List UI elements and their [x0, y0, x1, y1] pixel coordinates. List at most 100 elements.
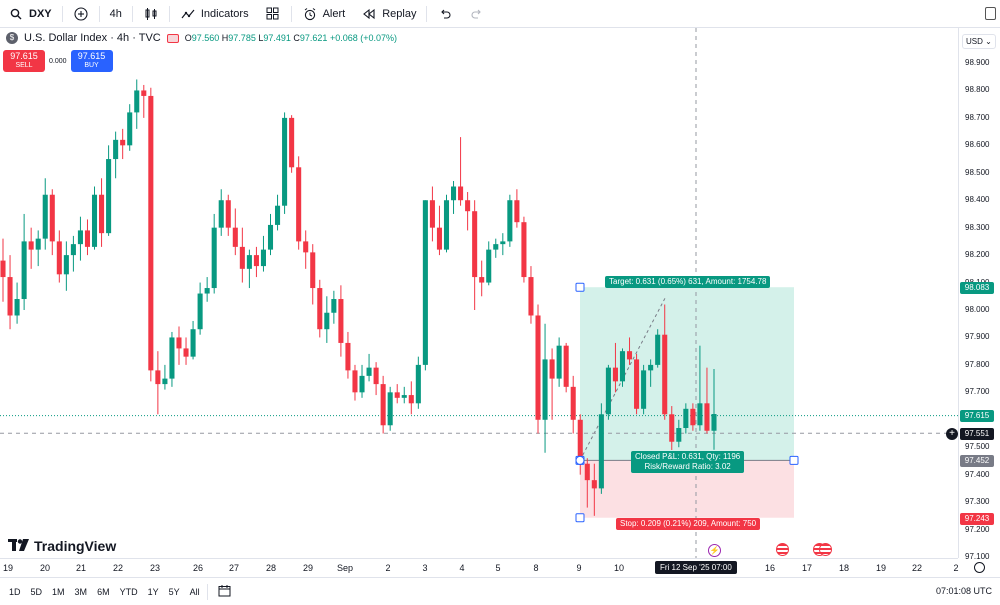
candle-body: [113, 139, 119, 160]
candle-body: [282, 117, 288, 206]
candle-body: [169, 337, 175, 379]
redo-button[interactable]: [461, 0, 493, 28]
range-button[interactable]: 1Y: [147, 586, 159, 597]
chart-type-button[interactable]: [135, 0, 167, 28]
range-button[interactable]: 1M: [52, 586, 65, 597]
price-tick-label: 98.700: [965, 112, 990, 122]
candle-body: [591, 480, 597, 489]
price-tick-label: 97.700: [965, 387, 990, 397]
indicators-button[interactable]: Indicators: [172, 0, 257, 28]
candle-body: [162, 378, 168, 385]
price-tick-label: 98.400: [965, 195, 990, 205]
plus-circle-icon: [73, 6, 89, 22]
candle-body: [232, 227, 238, 247]
lightning-event-icon[interactable]: ⚡: [708, 544, 721, 557]
candlestick-chart[interactable]: [0, 28, 958, 558]
candle-body: [204, 288, 210, 294]
range-button[interactable]: 1D: [9, 586, 21, 597]
candle-body: [690, 408, 696, 426]
price-tick-label: 97.500: [965, 442, 990, 452]
tradingview-logo: TradingView: [8, 538, 116, 554]
price-tick-label: 97.900: [965, 332, 990, 342]
compare-button[interactable]: [65, 0, 97, 28]
risk-reward-label: Risk/Reward Ratio: 3.02: [644, 462, 731, 471]
candle-body: [127, 112, 133, 146]
alert-button[interactable]: Alert: [294, 0, 354, 28]
candle-body: [549, 359, 555, 379]
time-tick-label: 22: [112, 563, 124, 573]
candle-body: [28, 241, 34, 250]
range-button[interactable]: 6M: [97, 586, 110, 597]
buy-label: BUY: [84, 62, 99, 69]
time-tick-label: 19: [875, 563, 887, 573]
candle-body: [479, 277, 485, 283]
candle-body: [436, 227, 442, 250]
drag-handle: [789, 455, 799, 465]
price-tick-label: 98.300: [965, 222, 990, 232]
drag-handle: [575, 282, 585, 292]
candle-body: [0, 260, 6, 278]
candle-body: [704, 403, 710, 431]
buy-button[interactable]: 97.615 BUY: [70, 50, 113, 72]
us-flag-event-icon[interactable]: [819, 543, 832, 556]
redo-icon: [469, 6, 485, 22]
time-tick-label: 29: [302, 563, 314, 573]
time-tick-label: 8: [533, 563, 539, 573]
chart-pane[interactable]: [0, 28, 958, 558]
flag-icon[interactable]: [166, 33, 179, 43]
settings-gear-icon[interactable]: [974, 562, 985, 573]
time-tick-label: 20: [39, 563, 51, 573]
symbol-search-button[interactable]: DXY: [0, 0, 60, 28]
candle-body: [35, 238, 41, 250]
interval-button[interactable]: 4h: [102, 0, 130, 28]
price-tick-label: 98.800: [965, 85, 990, 95]
crosshair-plus-icon[interactable]: +: [946, 428, 958, 440]
candle-body: [380, 384, 386, 426]
replay-button[interactable]: Replay: [353, 0, 424, 28]
price-tick-label: 98.900: [965, 58, 990, 67]
candle-body: [190, 329, 196, 357]
sell-button[interactable]: 97.615 SELL: [3, 50, 45, 72]
price-tick-label: 97.300: [965, 497, 990, 507]
candle-body: [70, 244, 76, 256]
sell-label: SELL: [15, 62, 33, 69]
calendar-icon[interactable]: [218, 584, 231, 599]
range-button[interactable]: YTD: [119, 586, 138, 597]
time-tick-label: 22: [911, 563, 923, 573]
candle-body: [218, 200, 224, 228]
candle-body: [429, 200, 435, 228]
layouts-button[interactable]: [257, 0, 289, 28]
candle-body: [486, 249, 492, 283]
candle-body: [225, 200, 231, 228]
drag-handle: [575, 513, 585, 523]
range-button[interactable]: 3M: [74, 586, 88, 597]
price-tick-label: 97.800: [965, 359, 990, 369]
range-button[interactable]: 5Y: [168, 586, 180, 597]
candle-body: [352, 370, 358, 393]
undo-button[interactable]: [429, 0, 461, 28]
candle-body: [472, 211, 478, 278]
time-tick-label: 10: [613, 563, 625, 573]
candle-body: [521, 222, 527, 278]
range-selector: 1D 5D 1M 3M 6M YTD 1Y 5Y All: [0, 587, 205, 597]
candle-body: [648, 364, 654, 371]
range-button[interactable]: 5D: [30, 586, 43, 597]
candle-body: [408, 395, 414, 404]
divider: [206, 583, 208, 600]
tradingview-logo-icon: [8, 538, 30, 554]
candle-body: [465, 200, 471, 212]
currency-selector[interactable]: USD ⌄: [962, 34, 996, 49]
currency-label: USD: [966, 37, 983, 46]
time-tick-label: 19: [2, 563, 14, 573]
range-button[interactable]: All: [189, 586, 200, 597]
utc-clock[interactable]: 07:01:08 UTC: [935, 586, 992, 596]
candle-body: [134, 90, 140, 113]
fullscreen-icon[interactable]: [985, 7, 996, 20]
candle-body: [612, 367, 618, 382]
dxy-logo-icon: $: [6, 32, 18, 44]
time-axis[interactable]: 19 20 21 22 23 26 27 28 29 Sep 2 3 4 5 8 9 10 16 17 18 19 22 2: [0, 558, 959, 576]
time-tick-label: 23: [149, 563, 161, 573]
time-tick-label: Sep: [336, 563, 354, 573]
candle-body: [91, 194, 98, 247]
us-flag-event-icon[interactable]: [776, 543, 789, 556]
